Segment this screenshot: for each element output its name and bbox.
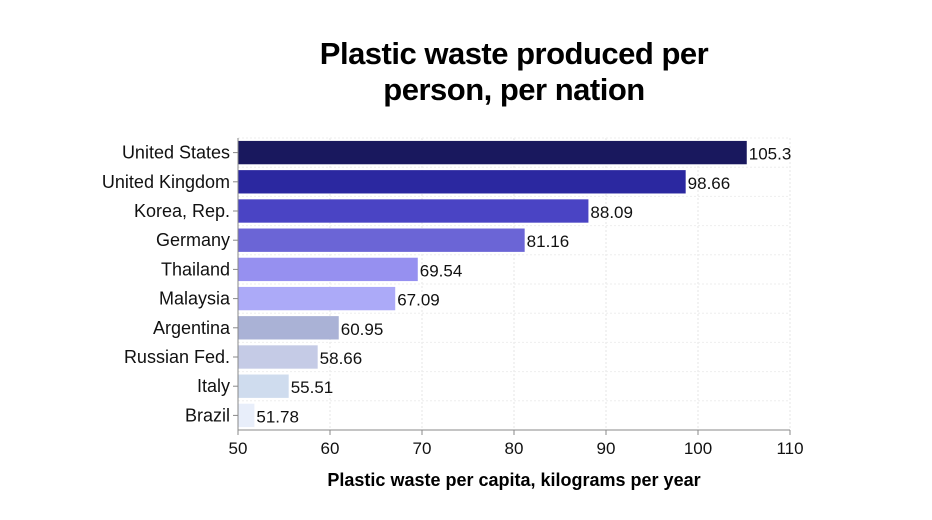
x-tick-label: 70 xyxy=(413,439,432,458)
x-tick-label: 60 xyxy=(321,439,340,458)
bar xyxy=(238,403,255,428)
data-label: 69.54 xyxy=(420,261,463,280)
data-label: 51.78 xyxy=(256,407,299,426)
bar xyxy=(238,374,289,398)
x-tick-label: 50 xyxy=(229,439,248,458)
category-label: United States xyxy=(122,143,230,163)
category-label: Russian Fed. xyxy=(124,347,230,367)
category-label: Malaysia xyxy=(159,289,231,309)
data-label: 81.16 xyxy=(527,232,570,251)
bar xyxy=(238,228,525,252)
data-label: 67.09 xyxy=(397,291,440,310)
x-tick-label: 100 xyxy=(684,439,712,458)
chart-title-line-1: Plastic waste produced per xyxy=(319,36,709,71)
category-label: Argentina xyxy=(153,318,231,338)
data-label: 88.09 xyxy=(590,203,633,222)
data-label: 58.66 xyxy=(320,349,363,368)
category-label: United Kingdom xyxy=(102,172,230,192)
bar xyxy=(238,286,396,311)
category-label: Germany xyxy=(156,230,230,250)
chart-title: Plastic waste produced per person, per n… xyxy=(238,36,790,108)
x-tick-label: 110 xyxy=(776,439,803,458)
category-label: Korea, Rep. xyxy=(134,201,230,221)
category-label: Italy xyxy=(197,376,230,396)
data-label: 55.51 xyxy=(291,378,334,397)
bar xyxy=(238,199,589,223)
x-axis-title: Plastic waste per capita, kilograms per … xyxy=(327,470,701,490)
bar xyxy=(238,345,318,369)
category-label: Thailand xyxy=(161,259,230,279)
category-label: Brazil xyxy=(185,405,230,425)
bar xyxy=(238,257,418,282)
x-tick-label: 80 xyxy=(505,439,524,458)
chart-title-line-2: person, per nation xyxy=(383,72,645,107)
data-label: 105.3 xyxy=(749,145,792,164)
bar xyxy=(238,140,747,165)
data-label: 60.95 xyxy=(341,320,384,339)
bar xyxy=(238,170,686,194)
data-label: 98.66 xyxy=(688,174,731,193)
bar xyxy=(238,316,339,340)
x-tick-label: 90 xyxy=(597,439,616,458)
